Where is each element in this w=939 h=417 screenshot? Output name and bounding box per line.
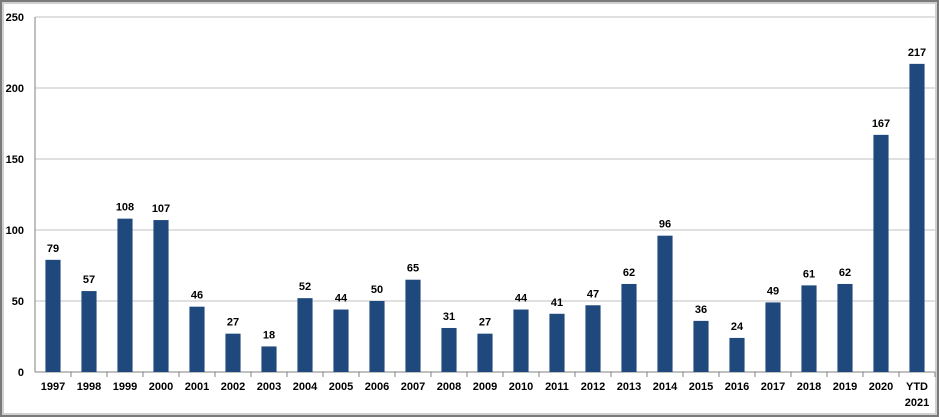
data-label: 31 [443,311,455,323]
y-tick-label: 50 [12,296,24,308]
x-tick-label: 2013 [617,381,641,393]
x-tick-label: 2018 [797,381,821,393]
bar [549,313,565,372]
bar [153,220,169,372]
y-tick-label: 150 [6,154,24,166]
x-tick-label: YTD [906,381,928,393]
data-label: 36 [695,304,707,316]
data-label: 52 [299,281,311,293]
data-label: 44 [335,293,348,305]
x-tick-label: 2001 [185,381,209,393]
x-tick-label: 2006 [365,381,389,393]
data-label: 50 [371,284,383,296]
data-label: 79 [47,243,59,255]
data-label: 24 [731,321,744,333]
y-tick-label: 100 [6,225,24,237]
x-tick-label: 2015 [689,381,713,393]
x-tick-label: 2012 [581,381,605,393]
x-tick-label: 2009 [473,381,497,393]
data-label: 49 [767,285,779,297]
x-tick-label: 2007 [401,381,425,393]
x-tick-label: 2002 [221,381,245,393]
bar [585,305,601,372]
bar [477,333,493,372]
x-tick-label: 2005 [329,381,353,393]
data-label: 62 [623,267,635,279]
bar [333,309,349,372]
x-tick-label: 1997 [41,381,65,393]
bar [189,306,205,372]
x-tick-label: 2008 [437,381,461,393]
data-label: 217 [908,47,926,59]
data-label: 65 [407,263,419,275]
data-label: 47 [587,288,599,300]
data-label: 108 [116,202,134,214]
bar [441,327,457,372]
x-tick-label: 1998 [77,381,101,393]
data-label: 167 [872,118,890,130]
data-label: 107 [152,203,170,215]
bar [837,283,853,372]
y-tick-label: 250 [6,12,24,24]
x-tick-label: 2016 [725,381,749,393]
bar [909,63,925,373]
x-tick-label: 2014 [653,381,678,393]
bar [621,283,637,372]
bar [801,285,817,372]
data-label: 18 [263,329,275,341]
x-tick-label: 2003 [257,381,281,393]
bar [405,279,421,372]
data-label: 44 [515,293,528,305]
data-label: 27 [479,317,491,329]
x-tick-label: 2020 [869,381,893,393]
x-tick-label: 1999 [113,381,137,393]
data-label: 61 [803,268,815,280]
bar [261,346,277,372]
x-tick-label: 2021 [905,397,929,409]
data-label: 96 [659,219,671,231]
data-label: 62 [839,267,851,279]
data-label: 46 [191,290,203,302]
bar [657,235,673,372]
bar [765,302,781,372]
bar [729,337,745,372]
bar [369,301,385,372]
bar [117,218,133,372]
bar [513,309,529,372]
y-tick-label: 200 [6,83,24,95]
x-tick-label: 2010 [509,381,533,393]
x-tick-label: 2000 [149,381,173,393]
data-label: 41 [551,297,563,309]
x-tick-label: 2017 [761,381,785,393]
bar [81,291,97,372]
bar [225,333,241,372]
data-label: 27 [227,317,239,329]
x-tick-label: 2011 [545,381,569,393]
x-tick-label: 2004 [293,381,318,393]
y-tick-label: 0 [18,367,24,379]
bar [693,320,709,372]
bar [873,134,889,372]
bar [45,259,61,372]
bar [297,298,313,372]
data-label: 57 [83,274,95,286]
x-tick-label: 2019 [833,381,857,393]
